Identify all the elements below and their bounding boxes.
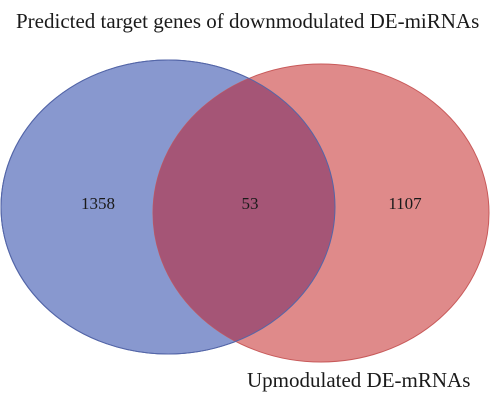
intersection-region xyxy=(153,64,335,354)
set-b-label: Upmodulated DE-mRNAs xyxy=(247,368,471,392)
set-a-label: Predicted target genes of downmodulated … xyxy=(16,9,480,33)
set-a-only-count: 1358 xyxy=(81,194,115,213)
intersection-count: 53 xyxy=(242,194,259,213)
set-b-only-count: 1107 xyxy=(388,194,422,213)
set-a-outline xyxy=(0,59,336,355)
